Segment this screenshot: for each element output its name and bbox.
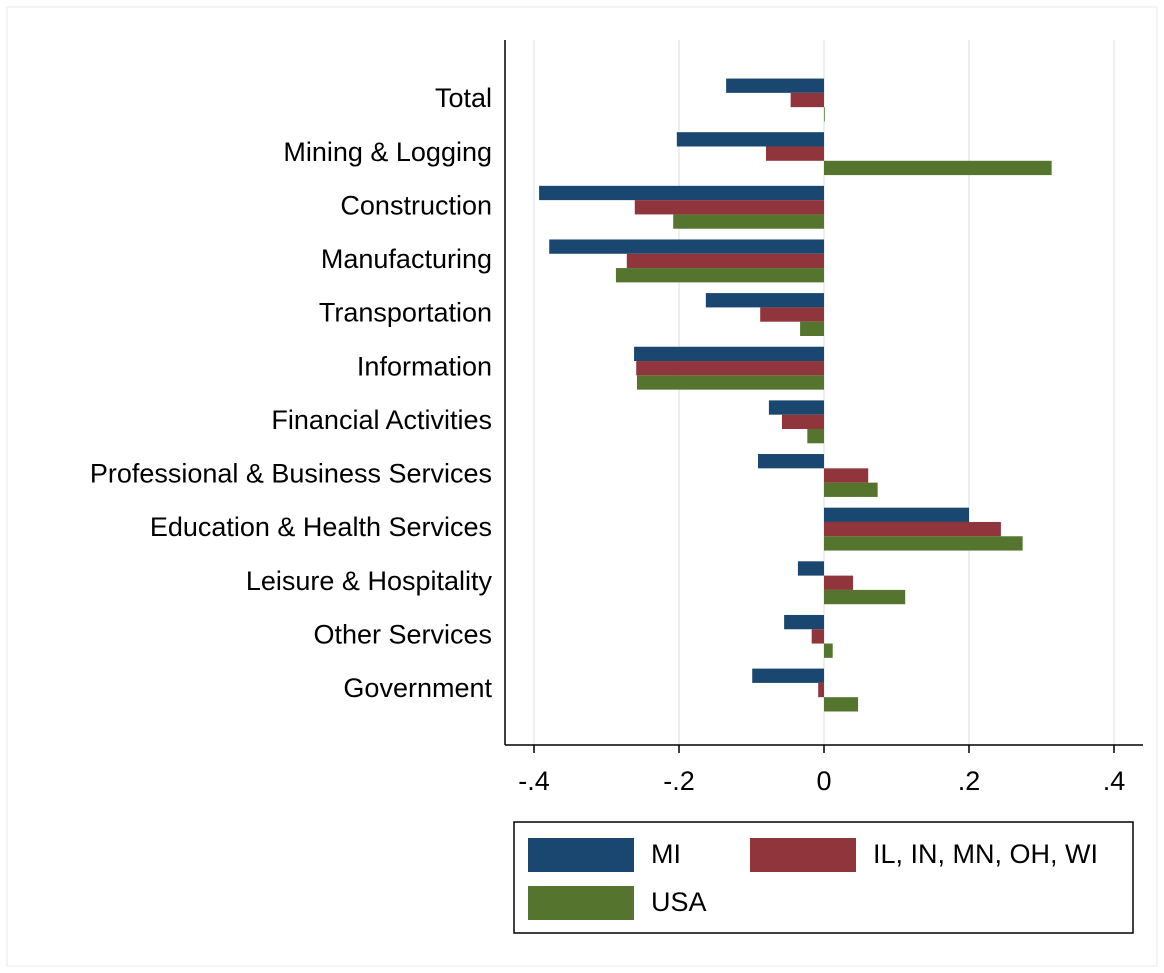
bar bbox=[626, 253, 824, 269]
y-tick-label: Mining & Logging bbox=[283, 137, 492, 167]
legend-swatch bbox=[528, 838, 634, 872]
y-tick-label: Manufacturing bbox=[321, 244, 492, 274]
bar bbox=[760, 307, 824, 322]
y-tick-label: Leisure & Hospitality bbox=[246, 566, 493, 596]
bar bbox=[824, 643, 833, 658]
bar bbox=[824, 482, 878, 497]
bar bbox=[549, 239, 824, 254]
bar bbox=[752, 668, 824, 683]
bar bbox=[824, 507, 969, 522]
bar bbox=[615, 268, 824, 283]
bar bbox=[636, 361, 824, 376]
y-tick-label: Government bbox=[343, 673, 492, 703]
bar bbox=[634, 200, 824, 215]
x-tick-label: -.2 bbox=[663, 766, 695, 796]
bar bbox=[758, 454, 824, 469]
bar bbox=[807, 428, 824, 444]
y-tick-label: Information bbox=[357, 351, 492, 381]
x-tick-label: .4 bbox=[1103, 766, 1126, 796]
bar bbox=[726, 78, 824, 93]
x-tick-label: -.4 bbox=[518, 766, 550, 796]
bar bbox=[539, 185, 824, 201]
bar bbox=[636, 375, 824, 390]
y-tick-label: Education & Health Services bbox=[150, 512, 492, 542]
bar bbox=[824, 160, 1052, 176]
y-tick-label: Other Services bbox=[313, 620, 492, 650]
bar bbox=[781, 414, 824, 429]
x-tick-label: 0 bbox=[816, 766, 831, 796]
legend-label: MI bbox=[651, 839, 681, 869]
bar bbox=[824, 107, 825, 122]
y-tick-label: Financial Activities bbox=[271, 405, 492, 435]
y-tick-label: Total bbox=[435, 83, 492, 113]
bar bbox=[824, 697, 859, 712]
bar bbox=[676, 132, 824, 147]
legend-label: IL, IN, MN, OH, WI bbox=[873, 839, 1098, 869]
y-tick-label: Construction bbox=[340, 190, 492, 220]
x-tick-label: .2 bbox=[958, 766, 981, 796]
bar bbox=[800, 321, 824, 337]
bar bbox=[818, 682, 824, 698]
bar bbox=[824, 521, 1001, 537]
legend-swatch bbox=[750, 838, 856, 872]
bar bbox=[790, 92, 824, 108]
bar bbox=[705, 293, 824, 308]
bar bbox=[784, 614, 824, 630]
bar bbox=[634, 346, 824, 362]
legend-label: USA bbox=[651, 887, 707, 917]
y-tick-label: Professional & Business Services bbox=[90, 459, 492, 489]
bar bbox=[673, 214, 824, 229]
bar bbox=[797, 561, 824, 576]
bar bbox=[824, 536, 1023, 551]
legend-swatch bbox=[528, 886, 634, 920]
bar bbox=[768, 400, 824, 415]
y-tick-label: Transportation bbox=[319, 298, 492, 328]
bar bbox=[766, 146, 824, 161]
bar bbox=[824, 589, 906, 605]
bar bbox=[811, 629, 824, 644]
bar bbox=[824, 575, 853, 590]
bar bbox=[824, 468, 869, 483]
